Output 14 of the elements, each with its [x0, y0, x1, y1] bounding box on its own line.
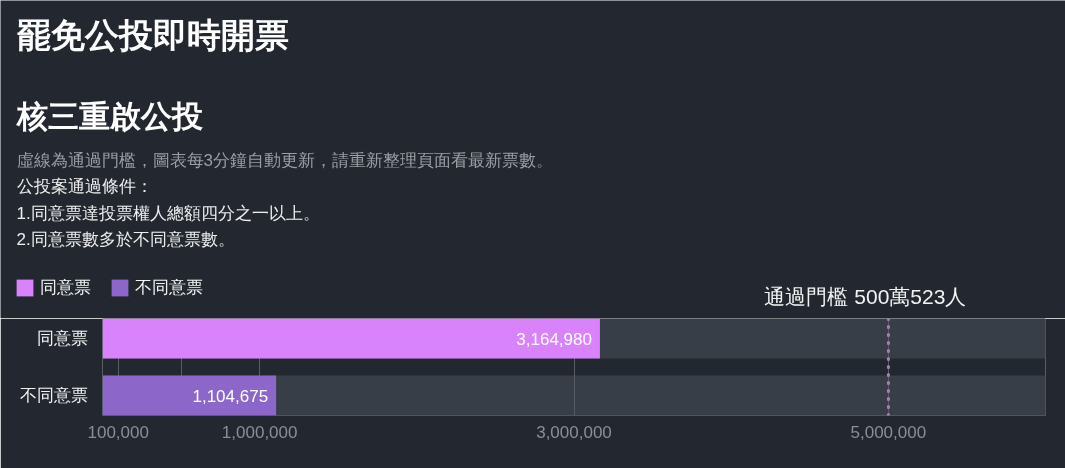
- x-tick-label: 3,000,000: [536, 422, 612, 442]
- text: 公投案通過條件：: [16, 177, 153, 197]
- chart-title: 罷免公投即時開票: [16, 15, 289, 54]
- text: 2.同意票數多於不同意票數。: [16, 229, 235, 249]
- data-label: 1,104,675: [192, 386, 269, 406]
- text: 虛線為通過門檻，圖表每3分鐘自動更新，請重新整理頁面看最新票數。: [16, 151, 553, 170]
- ref-line-label: 通過門檻 500萬523人: [764, 285, 967, 308]
- text: 1.同意票達投票權人總額四分之一以上。: [16, 203, 320, 223]
- x-tick-label: 100,000: [87, 422, 149, 442]
- data-label: 3,164,980: [516, 329, 592, 349]
- x-tick-label: 5,000,000: [850, 422, 927, 442]
- x-tick-label: 1,000,000: [221, 422, 298, 442]
- chart-subtitle: 核三重啟公投: [15, 99, 203, 134]
- legend-label: 不同意票: [135, 277, 203, 299]
